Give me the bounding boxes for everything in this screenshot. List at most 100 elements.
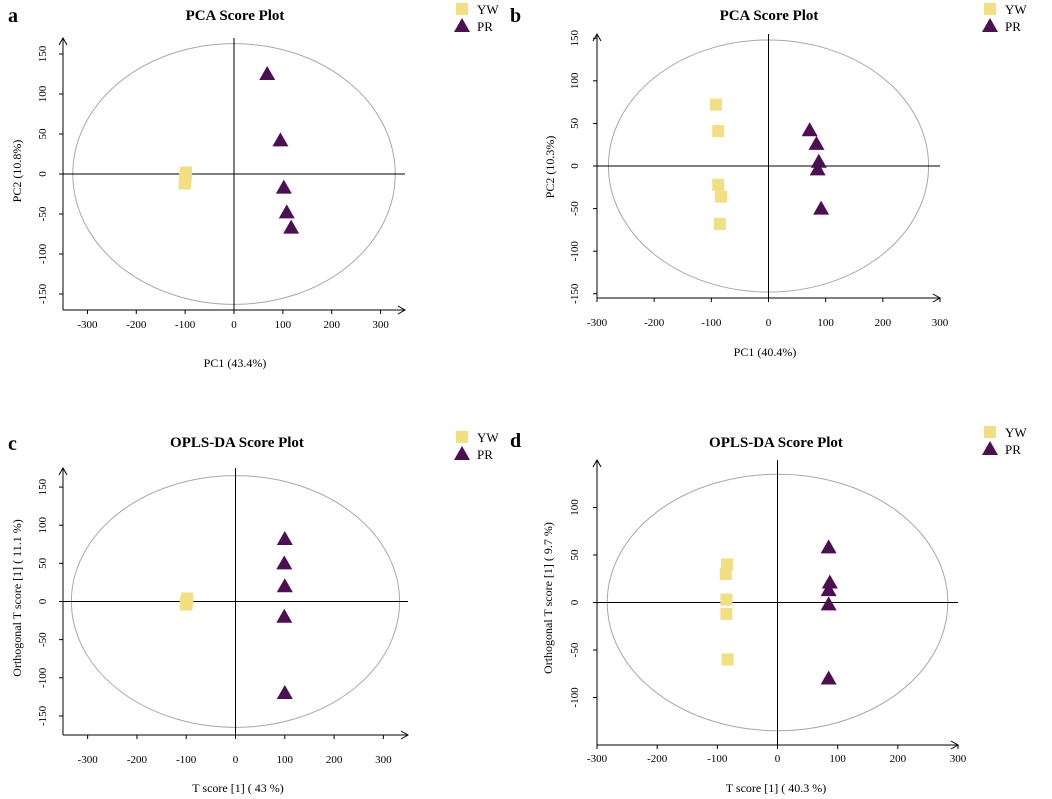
data-point-yw [709,98,722,111]
data-point-yw [712,125,725,138]
legend-marker-yw [456,431,468,443]
y-tick-label: -100 [37,243,49,264]
legend-marker-pr [982,441,998,455]
x-axis-arrow [397,305,407,315]
legend-marker-yw [984,426,996,438]
y-axis-label: Orthogonal T score [1] ( 11.1 %) [10,519,24,676]
x-tick-label: 200 [326,754,343,766]
y-axis-label: PC2 (10.8%) [10,140,24,203]
y-tick-label: -150 [37,705,49,726]
data-point-pr [821,574,838,589]
y-tick-label: -150 [37,283,49,304]
x-tick-label: -200 [644,317,665,329]
y-axis-label: Orthogonal T score [1] ( 9.7 %) [541,522,555,674]
data-point-pr [808,135,825,150]
x-axis-label: T score [1] ( 43 %) [192,781,283,795]
x-tick-label: -300 [587,753,608,765]
x-tick-label: 200 [890,753,907,765]
legend-marker-pr [454,446,470,460]
x-tick-label: 300 [932,317,949,329]
y-tick-label: -150 [569,283,581,304]
y-axis-arrow [592,458,602,468]
x-tick-label: 100 [829,753,846,765]
panel-letter: a [8,5,18,27]
plot-title: PCA Score Plot [720,8,819,24]
legend-marker-yw [984,3,996,15]
y-tick-label: 0 [569,163,581,169]
x-tick-label: -100 [176,754,197,766]
y-tick-label: 100 [37,85,49,102]
legend-label-pr: PR [477,447,493,462]
panel-d: d OPLS-DA Score Plot YW PR -300 -200 -100 0 100 2… [510,425,1027,795]
data-point-yw [720,558,733,571]
plot-title: PCA Score Plot [186,8,285,24]
y-tick-label: -50 [569,642,581,657]
y-tick-label: 100 [569,499,581,516]
legend-marker-pr [454,18,470,32]
x-tick-label: -200 [647,753,668,765]
data-point-yw [719,568,732,580]
panel-c: c OPLS-DA Score Plot YW PR -300 -200 -100 0 100 2… [8,430,499,795]
legend-label-yw: YW [477,430,499,445]
x-tick-label: -300 [587,317,608,329]
y-tick-label: 150 [37,478,49,495]
legend-label-pr: PR [477,19,493,34]
plot-title: OPLS-DA Score Plot [709,435,843,451]
data-point-pr [801,122,818,137]
data-point-pr [276,578,293,593]
x-tick-label: 200 [323,319,340,331]
y-tick-label: -100 [569,687,581,708]
x-tick-label: 100 [277,754,294,766]
x-tick-label: -100 [175,319,196,331]
y-tick-label: 150 [569,30,581,47]
data-point-pr [283,219,300,234]
panel-letter: b [510,5,521,27]
x-tick-label: -200 [127,754,148,766]
y-tick-label: 50 [569,117,581,129]
legend-marker-pr [982,18,998,32]
plot-title: OPLS-DA Score Plot [170,435,304,451]
data-point-pr [820,596,837,611]
y-axis-label: PC2 (10.3%) [543,136,557,199]
legend-label-yw: YW [1005,425,1027,440]
legend-marker-yw [456,3,468,15]
x-tick-label: 0 [231,319,237,331]
y-tick-label: -50 [37,206,49,221]
data-point-yw [720,607,733,620]
data-point-pr [276,555,293,570]
x-tick-label: 300 [372,319,389,331]
x-tick-label: -100 [707,753,728,765]
data-point-pr [275,179,292,194]
y-tick-label: 0 [37,598,49,604]
data-point-pr [278,204,295,219]
y-tick-label: 0 [569,599,581,605]
data-point-yw [720,593,733,606]
panel-letter: c [8,433,17,455]
y-tick-label: 50 [569,549,581,561]
x-tick-label: 200 [875,317,892,329]
y-tick-label: 150 [37,45,49,62]
data-point-pr [276,608,293,623]
x-tick-label: 0 [766,317,772,329]
data-point-yw [715,190,728,203]
x-tick-label: -200 [126,319,147,331]
data-point-yw [178,177,191,190]
panel-a: a PCA Score Plot YW PR -300 -200 -100 0 100 200 30… [8,2,499,370]
x-tick-label: -300 [77,319,98,331]
legend-label-pr: PR [1005,19,1021,34]
x-axis-label: PC1 (43.4%) [204,356,267,370]
x-tick-label: 100 [817,317,834,329]
legend-label-yw: YW [477,2,499,17]
data-point-yw [713,217,726,230]
y-tick-label: -50 [569,201,581,216]
y-tick-label: 50 [37,557,49,569]
data-point-yw [712,178,725,191]
data-point-pr [809,161,826,176]
data-point-pr [276,685,293,700]
y-tick-label: -100 [569,241,581,262]
data-point-pr [276,530,293,545]
panel-b: b PCA Score Plot YW PR -300 -200 -100 0 100 200 30… [510,2,1027,359]
y-axis-arrow [58,36,68,46]
data-point-pr [813,200,830,215]
